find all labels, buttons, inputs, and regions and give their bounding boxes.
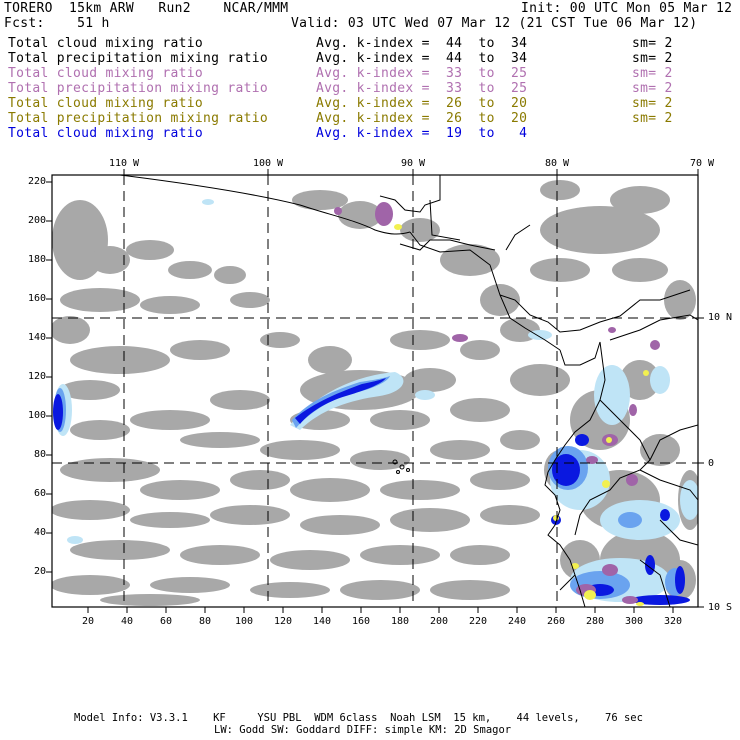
- y-index-120: 120: [27, 371, 46, 382]
- legend-field-1: Total cloud mixing ratio: [8, 36, 204, 51]
- legend-field-3: Total cloud mixing ratio: [8, 66, 204, 81]
- valid-time: Valid: 03 UTC Wed 07 Mar 12 (21 CST Tue …: [291, 16, 698, 31]
- lon-label-110w: 110 W: [108, 158, 140, 169]
- model-info-line-1: Model Info: V3.3.1 KF YSU PBL WDM 6class…: [74, 712, 643, 724]
- legend-field-7: Total cloud mixing ratio: [8, 126, 204, 141]
- galapagos-islands: [392, 459, 410, 474]
- x-index-220: 220: [468, 616, 488, 627]
- x-index-240: 240: [507, 616, 527, 627]
- y-index-20: 20: [33, 566, 46, 577]
- graticule: [52, 175, 698, 607]
- x-index-280: 280: [585, 616, 605, 627]
- map-fields: [52, 175, 698, 607]
- legend-range-7: Avg. k-index = 19 to 4: [316, 126, 528, 141]
- y-index-100: 100: [27, 410, 46, 421]
- x-index-160: 160: [351, 616, 371, 627]
- y-index-80: 80: [33, 449, 46, 460]
- lat-label-0: 0: [708, 458, 715, 469]
- x-index-80: 80: [198, 616, 212, 627]
- lat-label-10s: 10 S: [708, 602, 733, 613]
- lon-label-80w: 80 W: [544, 158, 570, 169]
- init-time: Init: 00 UTC Mon 05 Mar 12: [521, 1, 733, 16]
- x-index-100: 100: [234, 616, 254, 627]
- y-index-220: 220: [27, 176, 46, 187]
- x-index-120: 120: [273, 616, 293, 627]
- y-index-60: 60: [33, 488, 46, 499]
- y-index-200: 200: [27, 215, 46, 226]
- forecast-hour: Fcst: 51 h: [4, 16, 110, 31]
- x-index-60: 60: [159, 616, 173, 627]
- model-info-line-2: LW: Godd SW: Goddard DIFF: simple KM: 2D…: [214, 724, 512, 736]
- legend-range-3: Avg. k-index = 33 to 25: [316, 66, 528, 81]
- legend-sm-1: sm= 2: [632, 36, 673, 51]
- cloud-field: [52, 180, 698, 606]
- y-index-160: 160: [27, 293, 46, 304]
- x-index-260: 260: [546, 616, 566, 627]
- legend-sm-3: sm= 2: [632, 66, 673, 81]
- x-index-320: 320: [663, 616, 683, 627]
- legend-range-5: Avg. k-index = 26 to 20: [316, 96, 528, 111]
- x-index-40: 40: [120, 616, 134, 627]
- legend-range-6: Avg. k-index = 26 to 20: [316, 111, 528, 126]
- lat-label-10n: 10 N: [708, 312, 733, 323]
- y-index-140: 140: [27, 332, 46, 343]
- legend-sm-4: sm= 2: [632, 81, 673, 96]
- x-index-140: 140: [312, 616, 332, 627]
- legend-range-4: Avg. k-index = 33 to 25: [316, 81, 528, 96]
- map-frame: [51, 174, 699, 608]
- legend-range-1: Avg. k-index = 44 to 34: [316, 36, 528, 51]
- legend-sm-2: sm= 2: [632, 51, 673, 66]
- deep-precip-field: [53, 378, 690, 605]
- x-index-180: 180: [390, 616, 410, 627]
- legend-range-2: Avg. k-index = 44 to 34: [316, 51, 528, 66]
- y-index-180: 180: [27, 254, 46, 265]
- axis-ticks: [46, 169, 704, 613]
- legend-field-4: Total precipitation mixing ratio: [8, 81, 269, 96]
- yellow-field: [394, 224, 649, 606]
- legend-sm-6: sm= 2: [632, 111, 673, 126]
- lon-label-90w: 90 W: [400, 158, 426, 169]
- legend-field-2: Total precipitation mixing ratio: [8, 51, 269, 66]
- x-index-300: 300: [624, 616, 644, 627]
- legend-sm-5: sm= 2: [632, 96, 673, 111]
- legend-field-5: Total cloud mixing ratio: [8, 96, 204, 111]
- legend-field-6: Total precipitation mixing ratio: [8, 111, 269, 126]
- y-index-40: 40: [33, 527, 46, 538]
- coastlines: [119, 175, 698, 607]
- model-title: TORERO 15km ARW Run2 NCAR/MMM: [4, 1, 289, 16]
- x-index-200: 200: [429, 616, 449, 627]
- lon-label-70w: 70 W: [689, 158, 715, 169]
- lon-label-100w: 100 W: [252, 158, 284, 169]
- x-index-20: 20: [81, 616, 95, 627]
